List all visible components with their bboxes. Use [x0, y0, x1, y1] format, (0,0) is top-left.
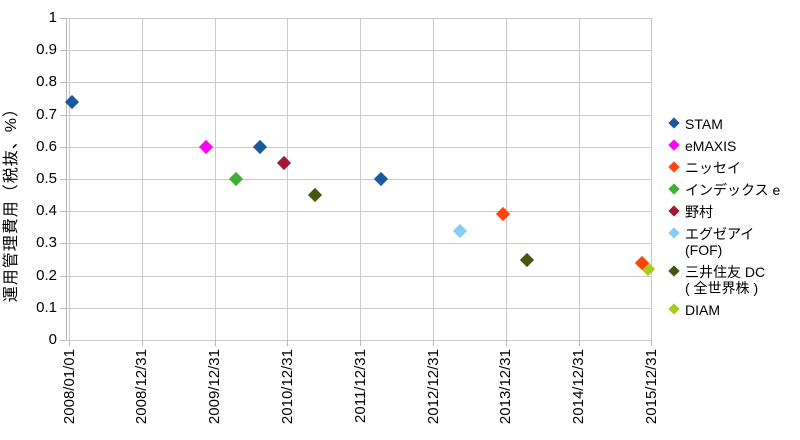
data-point-三井住友 DC ( 全世界株 )	[519, 252, 535, 267]
y-tick-label: 0.6	[36, 137, 57, 155]
gridline-h	[66, 146, 652, 148]
gridline-h	[66, 307, 652, 309]
gridline-v	[141, 18, 143, 340]
gridline-h	[66, 18, 652, 19]
y-tick-mark	[60, 50, 66, 52]
legend-item-label: STAM	[685, 116, 723, 132]
y-tick-mark	[60, 211, 66, 213]
x-tick-label: 2009/12/31	[206, 349, 224, 425]
y-tick-label: 0.8	[36, 73, 57, 91]
y-tick-label: 0.2	[36, 266, 57, 284]
x-tick-mark	[433, 340, 434, 346]
gridline-v	[505, 18, 507, 340]
gridline-h	[66, 275, 652, 277]
gridline-v	[214, 18, 216, 340]
legend-item-STAM: STAM	[668, 116, 780, 132]
legend-marker-icon	[668, 183, 680, 195]
x-tick-label: 2008/01/01	[60, 349, 78, 425]
legend-item-ニッセイ: ニッセイ	[668, 160, 780, 176]
data-point-STAM	[253, 139, 268, 154]
y-tick-mark	[60, 18, 66, 19]
y-tick-mark	[60, 82, 66, 84]
gridline-v	[287, 18, 289, 340]
x-tick-label: 2012/12/31	[424, 349, 442, 425]
data-point-ニッセイ	[495, 207, 510, 222]
x-tick-label: 2008/12/31	[133, 349, 151, 425]
legend-item-label: eMAXIS	[685, 138, 737, 154]
data-point-インデックス e	[228, 171, 243, 187]
gridline-v	[433, 18, 434, 340]
gridline-h	[66, 82, 652, 84]
gridline-h	[66, 179, 652, 180]
legend-marker-icon	[668, 161, 680, 173]
gridline-h	[66, 211, 652, 213]
x-tick-mark	[578, 340, 580, 346]
gridline-h	[66, 243, 652, 245]
y-tick-label: 0.3	[36, 234, 57, 252]
x-tick-mark	[651, 340, 653, 346]
x-tick-label: 2013/12/31	[497, 349, 515, 425]
legend-item-label: 野村	[685, 204, 713, 220]
gridline-v	[651, 18, 653, 340]
legend-item-label: DIAM	[685, 302, 720, 318]
y-tick-label: 0.7	[36, 105, 57, 123]
x-tick-label: 2015/12/31	[642, 349, 660, 425]
y-tick-label: 1	[48, 9, 57, 26]
legend-marker-icon	[668, 117, 680, 129]
gridline-v	[360, 18, 362, 340]
gridline-h	[66, 340, 652, 341]
x-tick-label: 2014/12/31	[570, 349, 588, 425]
y-tick-label: 0.9	[36, 41, 57, 59]
legend-marker-icon	[668, 139, 680, 151]
y-tick-mark	[60, 179, 66, 180]
data-point-野村	[277, 155, 292, 170]
data-point-エグゼアイ (FOF)	[453, 223, 468, 238]
y-tick-mark	[60, 307, 66, 309]
y-tick-label: 0.1	[36, 298, 57, 316]
y-axis-line	[66, 18, 67, 340]
legend-item-三井住友 DC ( 全世界株 ): 三井住友 DC( 全世界株 )	[668, 264, 780, 296]
legend-item-野村: 野村	[668, 204, 780, 220]
gridline-v	[69, 18, 70, 340]
gridline-h	[66, 114, 652, 116]
data-point-STAM	[64, 94, 80, 109]
data-point-eMAXIS	[198, 139, 213, 154]
legend-marker-icon	[668, 265, 680, 277]
x-tick-mark	[287, 340, 289, 346]
y-tick-mark	[60, 114, 66, 116]
data-point-三井住友 DC ( 全世界株 )	[307, 188, 322, 203]
legend-marker-icon	[668, 227, 680, 239]
legend-item-eMAXIS: eMAXIS	[668, 138, 780, 154]
x-tick-mark	[214, 340, 216, 346]
y-tick-label: 0	[48, 331, 57, 348]
y-tick-mark	[60, 275, 66, 277]
data-point-STAM	[374, 171, 389, 187]
legend-marker-icon	[668, 303, 680, 315]
x-tick-mark	[360, 340, 362, 346]
legend-item-エグゼアイ (FOF): エグゼアイ (FOF)	[668, 226, 780, 258]
legend-item-label: インデックス e	[685, 182, 781, 198]
legend-item-label: 三井住友 DC( 全世界株 )	[685, 264, 766, 296]
x-tick-mark	[69, 340, 70, 346]
legend-marker-icon	[668, 205, 680, 217]
y-tick-label: 0.5	[36, 170, 57, 187]
x-tick-label: 2011/12/31	[351, 349, 369, 423]
y-tick-mark	[60, 243, 66, 245]
x-tick-mark	[505, 340, 507, 346]
y-tick-label: 0.4	[36, 202, 57, 220]
legend-item-インデックス e: インデックス e	[668, 182, 780, 198]
gridline-v	[578, 18, 580, 340]
legend-item-DIAM: DIAM	[668, 302, 780, 318]
y-tick-mark	[60, 340, 66, 341]
x-tick-mark	[141, 340, 143, 346]
legend: STAM eMAXIS ニッセイインデックス e 野村エグゼアイ (FOF) 三井住友 D…	[668, 116, 780, 324]
y-tick-mark	[60, 146, 66, 148]
legend-item-label: ニッセイ	[685, 160, 741, 176]
gridline-h	[66, 50, 652, 52]
legend-item-label: エグゼアイ (FOF)	[685, 226, 755, 258]
x-tick-label: 2010/12/31	[278, 349, 296, 425]
